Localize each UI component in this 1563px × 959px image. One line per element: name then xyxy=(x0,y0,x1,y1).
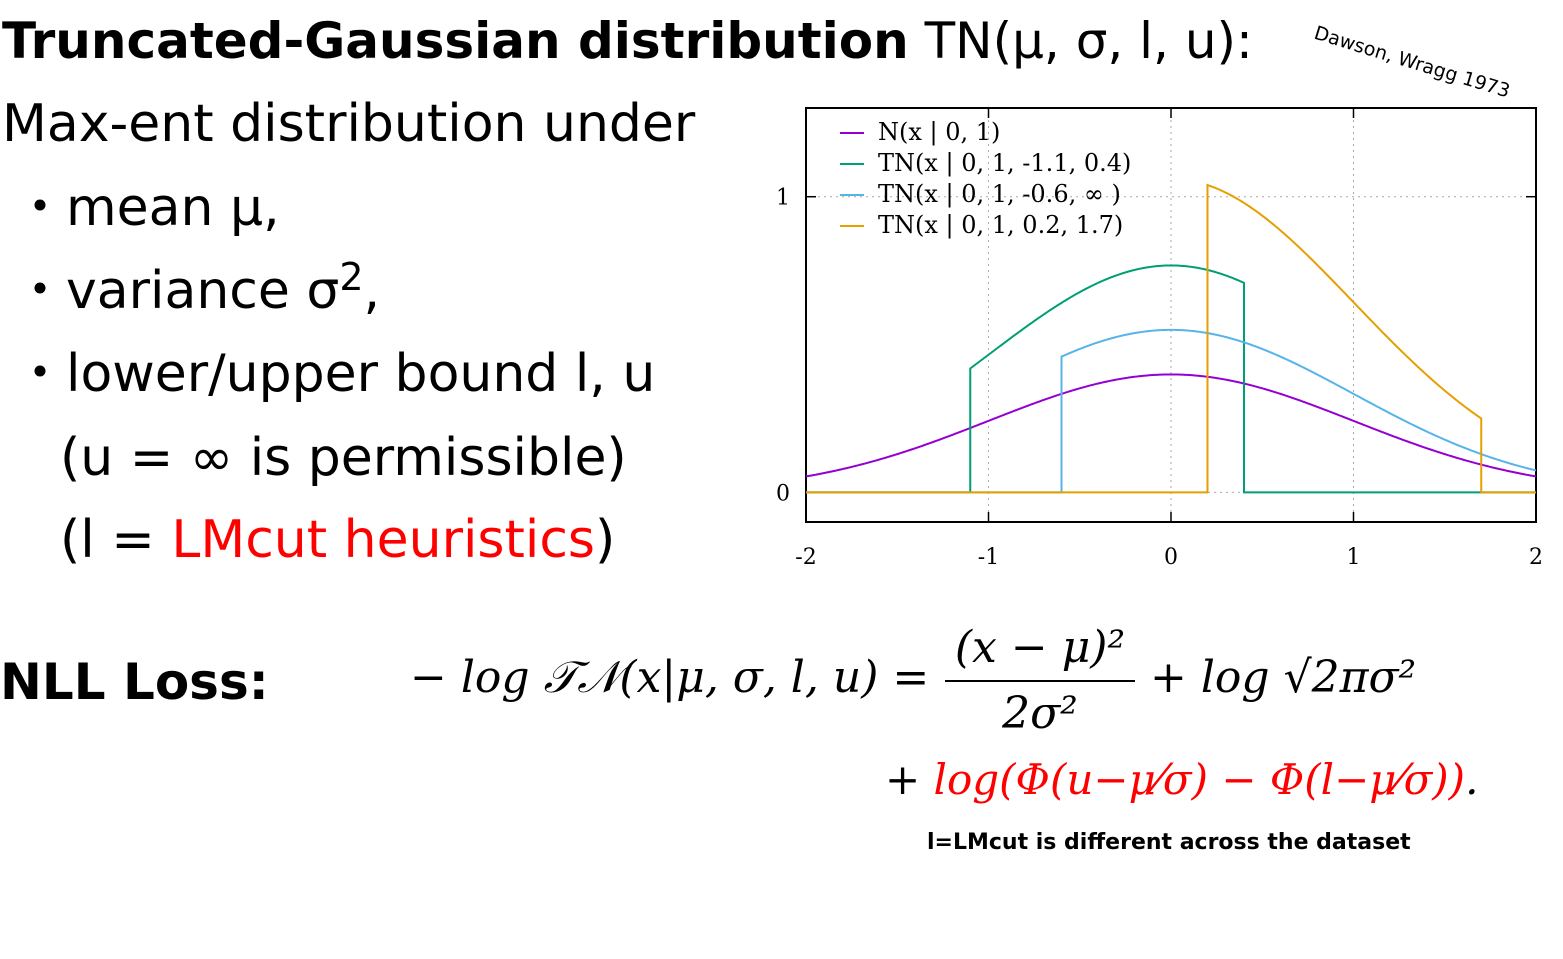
nll-line2-end: . xyxy=(1465,755,1479,804)
nll-fraction: (x − μ)² 2σ² xyxy=(945,620,1135,742)
nll-frac-denominator: 2σ² xyxy=(1002,688,1078,739)
legend-label-3: TN(x | 0, 1, 0.2, 1.7) xyxy=(878,211,1123,240)
bullet-variance-exponent: 2 xyxy=(339,255,364,299)
note-infinity: (u = ∞ is permissible) xyxy=(60,428,627,488)
nll-line2-plus: + xyxy=(885,755,934,804)
distribution-chart: -2 -1 0 1 2 0 1 N(x | 0, 1)TN(x | 0, 1, -1.1, 0… xyxy=(776,107,1543,570)
nll-frac-bar xyxy=(945,680,1135,682)
nll-line2: + log(Φ(u−μ⁄σ) − Φ(l−μ⁄σ)). xyxy=(885,755,1478,804)
nll-frac-numerator: (x − μ)² xyxy=(954,622,1126,673)
x-tick-label: 1 xyxy=(1347,545,1361,570)
page-title: Truncated-Gaussian distribution TN(μ, σ,… xyxy=(2,8,1253,74)
x-tick-label: 0 xyxy=(1164,545,1178,570)
bullet-variance: ・variance σ2, xyxy=(14,258,381,323)
nll-lhs: − log 𝒯𝒩(x|μ, σ, l, u) = xyxy=(410,652,930,703)
bullet-variance-text: ・variance σ xyxy=(14,261,340,321)
nll-label: NLL Loss: xyxy=(0,653,269,711)
note-lmcut-pre: (l = xyxy=(60,510,172,570)
nll-line2-red: log(Φ(u−μ⁄σ) − Φ(l−μ⁄σ)) xyxy=(933,755,1466,804)
subtitle: Max-ent distribution under xyxy=(2,94,696,154)
title-bold: Truncated-Gaussian distribution xyxy=(2,12,909,70)
title-rest: TN(μ, σ, l, u): xyxy=(908,12,1253,70)
note-lmcut: (l = LMcut heuristics) xyxy=(60,508,615,572)
note-lmcut-red: LMcut heuristics xyxy=(171,510,596,570)
bullet-bounds: ・lower/upper bound l, u xyxy=(14,344,656,404)
footnote: l=LMcut is different across the dataset xyxy=(927,830,1411,855)
series-line-3 xyxy=(806,183,1536,494)
y-tick-label: 0 xyxy=(776,481,790,506)
x-tick-label: 2 xyxy=(1529,545,1543,570)
note-lmcut-post: ) xyxy=(595,510,616,570)
legend-label-1: TN(x | 0, 1, -1.1, 0.4) xyxy=(878,149,1131,178)
nll-rhs: + log √2πσ² xyxy=(1150,652,1417,703)
series-line-0 xyxy=(805,373,1537,478)
bullet-variance-end: , xyxy=(363,261,381,321)
x-tick-label: -2 xyxy=(795,545,816,570)
citation: Dawson, Wragg 1973 xyxy=(1311,22,1513,103)
y-tick-label: 1 xyxy=(776,186,790,211)
legend-label-2: TN(x | 0, 1, -0.6, ∞ ) xyxy=(878,180,1121,209)
x-tick-label: -1 xyxy=(978,545,999,570)
bullet-mean: ・mean μ, xyxy=(14,178,280,238)
legend-label-0: N(x | 0, 1) xyxy=(878,118,1000,147)
